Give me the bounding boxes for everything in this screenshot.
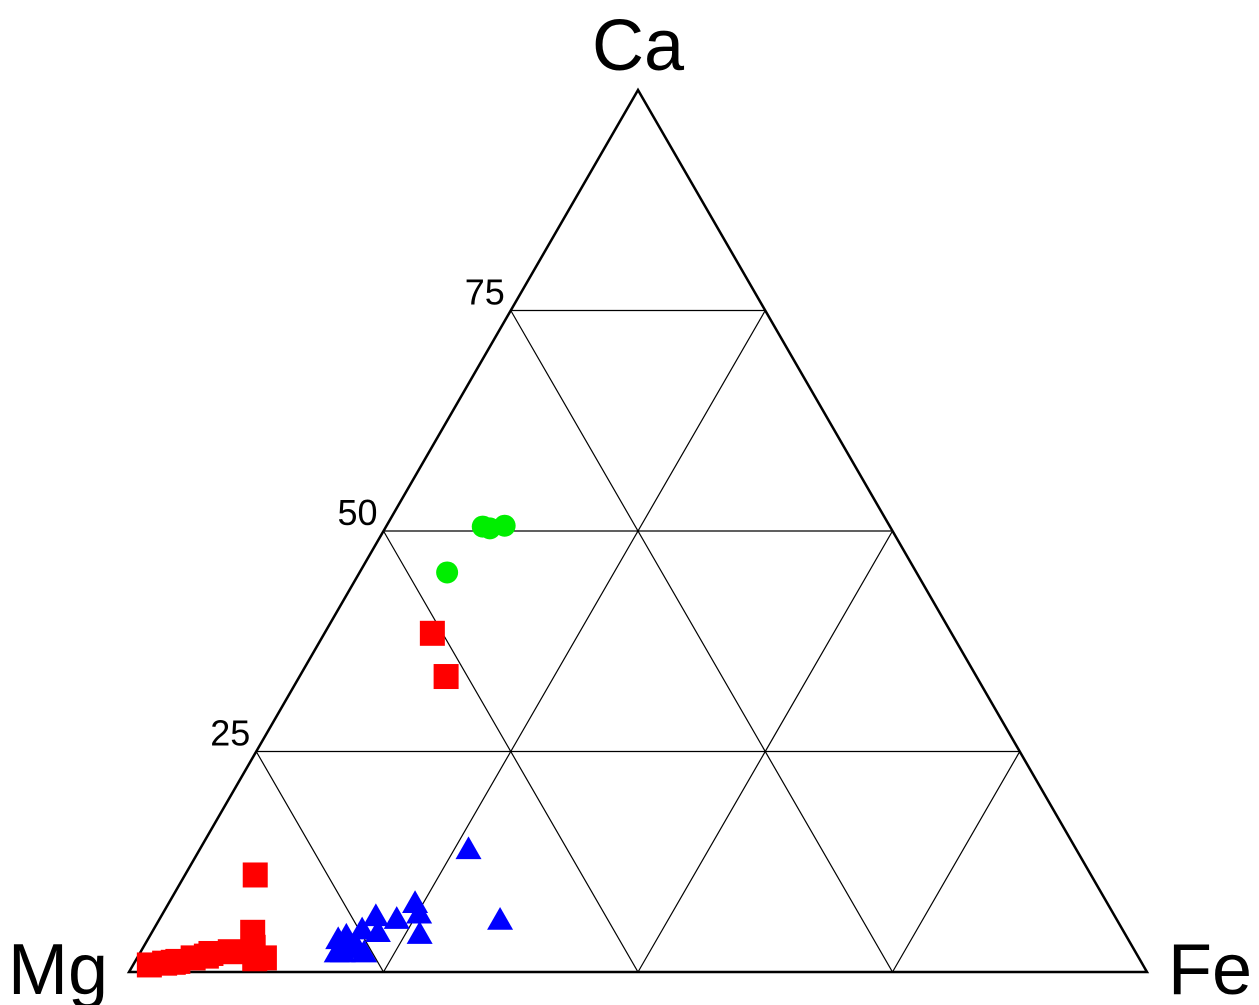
grid-line-fe-25 bbox=[382, 310, 766, 973]
tick-labels: 25 50 75 bbox=[210, 272, 505, 754]
triangle-point-13 bbox=[351, 939, 378, 963]
triangle-point-16 bbox=[364, 919, 391, 943]
triangle-point-1 bbox=[487, 906, 514, 930]
triangle-point-4 bbox=[383, 906, 410, 929]
square-point-0 bbox=[419, 620, 445, 646]
tick-label-50: 50 bbox=[337, 492, 377, 533]
grid-line-fe-50 bbox=[637, 530, 894, 973]
tick-label-25: 25 bbox=[210, 713, 250, 754]
grid-line-fe-75 bbox=[891, 751, 1021, 973]
triangle-point-15 bbox=[323, 939, 350, 963]
square-point-12 bbox=[193, 943, 219, 969]
chart-grid bbox=[255, 309, 1021, 973]
data-marks bbox=[136, 514, 516, 978]
apex-label-right: Fe bbox=[1168, 930, 1252, 1005]
triangle-point-6 bbox=[349, 916, 376, 940]
apex-label-left: Mg bbox=[8, 930, 108, 1005]
triangle-frame bbox=[126, 87, 1150, 974]
square-point-14 bbox=[242, 946, 268, 972]
triangle-point-3 bbox=[406, 900, 433, 924]
square-point-2 bbox=[242, 862, 268, 888]
tick-label-75: 75 bbox=[465, 272, 505, 313]
square-point-10 bbox=[136, 952, 162, 978]
circle-point-3 bbox=[436, 561, 459, 584]
square-point-1 bbox=[433, 664, 459, 690]
triangle-point-7 bbox=[406, 921, 433, 944]
apex-label-top: Ca bbox=[592, 6, 685, 86]
circle-point-2 bbox=[493, 514, 516, 537]
square-point-11 bbox=[160, 949, 186, 975]
grid-line-mg-25 bbox=[510, 310, 894, 973]
triangle-point-5 bbox=[362, 903, 389, 927]
triangle-point-0 bbox=[455, 836, 482, 860]
grid-line-mg-50 bbox=[382, 530, 639, 973]
